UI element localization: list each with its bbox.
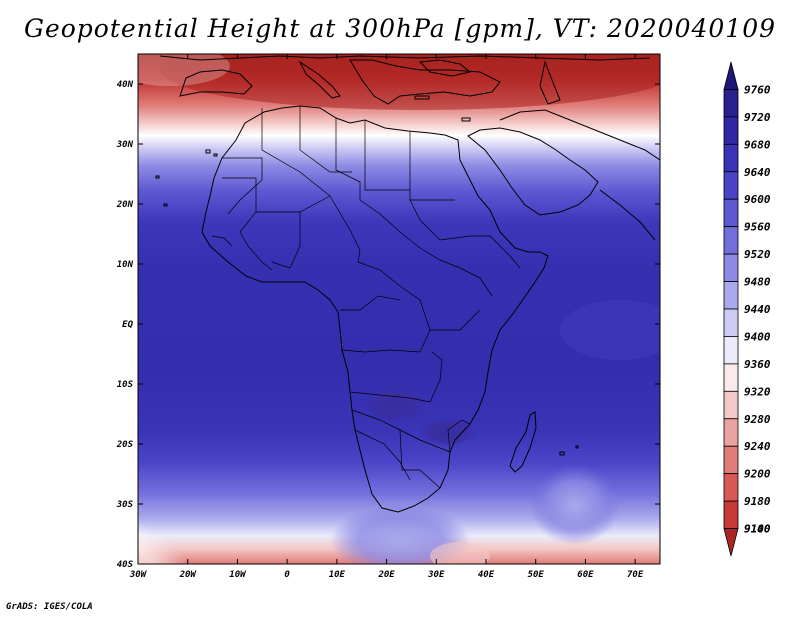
colorbar-bin [723,281,739,310]
lon-tick-label: 0 [284,570,290,580]
lon-tick-label: 70E [627,570,644,580]
colorbar-label: 9200 [744,468,771,481]
colorbar-label: 9360 [744,358,771,371]
lon-tick-label: 20E [377,570,395,580]
lat-tick-label: 40S [117,560,134,570]
colorbar-label: 9600 [744,193,771,206]
colorbar-label: 9280 [744,413,771,426]
colorbar-label: 9240 [744,440,771,453]
lat-tick-label: 30S [116,500,134,510]
longitude-axis: 30W 20W 10W 0 10E 20E 30E 40E 50E 60E 70E [129,54,644,580]
colorbar-label: 9100 [744,523,771,536]
latitude-axis: 40N 30N 20N 10N EQ 10S 20S 30S 40S [116,80,660,570]
colorbar-label: 9560 [744,221,771,234]
colorbar-bin [723,253,739,282]
colorbar-top-arrow [723,61,739,90]
lon-tick-label: 10W [229,570,247,580]
colorbar-bin [723,89,739,118]
lon-tick-label: 30W [129,570,148,580]
lon-tick-label: 30E [427,570,445,580]
colorbar-label: 9140 [744,523,771,536]
lat-tick-label: 40N [117,80,134,90]
lon-tick-label: 60E [577,570,594,580]
lat-tick-label: EQ [122,320,133,330]
colorbar: 9760 9720 9680 9640 9600 9560 9520 9480 9440 9400… [723,61,771,557]
grads-credit: GrADS: IGES/COLA [6,602,93,612]
colorbar-bin [723,198,739,228]
lon-tick-label: 20W [179,570,198,580]
lat-tick-label: 10N [117,260,134,270]
colorbar-bin [723,418,739,447]
colorbar-label: 9640 [744,166,771,179]
colorbar-label: 9680 [744,138,771,151]
colorbar-bin [723,116,739,145]
colorbar-bin [723,336,739,365]
height-field [138,54,660,564]
colorbar-label: 9520 [744,248,771,261]
map-frame [137,53,661,565]
colorbar-bin [723,390,739,420]
lat-tick-label: 30N [116,140,134,150]
colorbar-label: 9400 [744,330,771,343]
colorbar-bin [723,473,739,502]
lat-tick-label: 20N [116,200,134,210]
colorbar-label: 9480 [744,276,771,289]
lat-tick-label: 10S [117,380,134,390]
colorbar-bin [723,500,739,529]
coastlines [155,55,660,513]
map-title: Geopotential Height at 300hPa [gpm], VT:… [23,14,777,43]
colorbar-bin [723,445,739,475]
lat-tick-label: 20S [116,440,134,450]
colorbar-label: 9760 [744,83,771,96]
colorbar-bottom-arrow [723,528,739,557]
colorbar-bin [723,308,739,337]
colorbar-label: 9720 [744,111,771,124]
country-borders [211,106,521,489]
colorbar-bin [723,143,739,173]
colorbar-bin [723,226,739,255]
colorbar-bin [723,363,739,392]
colorbar-label: 9180 [744,495,771,508]
lon-tick-label: 50E [528,570,545,580]
colorbar-label: 9440 [744,303,771,316]
colorbar-label: 9320 [744,385,771,398]
lon-tick-label: 10E [329,570,346,580]
lon-tick-label: 40E [478,570,495,580]
colorbar-bin [723,171,739,200]
